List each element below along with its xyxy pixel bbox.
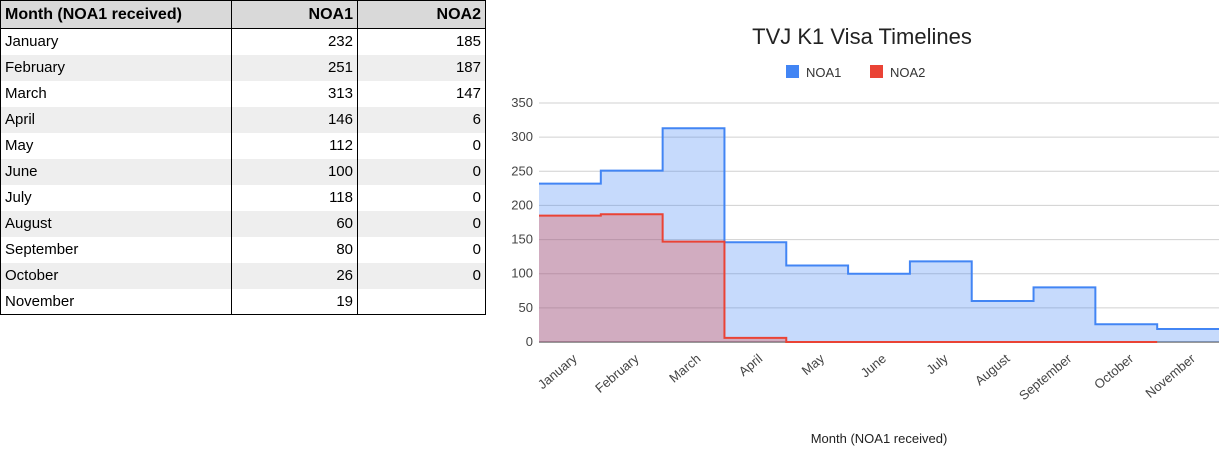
series-line-noa1: [539, 127, 1219, 331]
cell-noa1[interactable]: 112: [231, 132, 358, 159]
cell-noa2[interactable]: 6: [357, 106, 486, 133]
cell-noa1[interactable]: 146: [231, 106, 358, 133]
cell-noa1[interactable]: 80: [231, 236, 358, 263]
cell-noa1[interactable]: 118: [231, 184, 358, 211]
legend-swatch-noa2: [870, 65, 883, 78]
cell-noa2[interactable]: 0: [357, 262, 486, 289]
cell-month[interactable]: August: [0, 210, 232, 237]
y-axis-ticks: 0 50 100 150 200 250 300 350: [511, 95, 533, 349]
cell-month[interactable]: June: [0, 158, 232, 185]
cell-noa2[interactable]: 0: [357, 158, 486, 185]
cell-noa1[interactable]: 26: [231, 262, 358, 289]
x-tick-label: April: [736, 351, 766, 379]
x-tick-label: June: [858, 351, 889, 381]
cell-month[interactable]: January: [0, 28, 232, 55]
x-tick-label: May: [799, 350, 828, 378]
chart-title: TVJ K1 Visa Timelines: [752, 24, 972, 49]
table-row: February 251 187: [0, 54, 486, 81]
table-row: November 19: [0, 288, 486, 315]
step-area-chart: TVJ K1 Visa Timelines NOA1 NOA2 0 50 100 150…: [511, 24, 1219, 446]
cell-noa1[interactable]: 232: [231, 28, 358, 55]
x-axis-label: Month (NOA1 received): [811, 431, 948, 446]
table-row: May 112 0: [0, 132, 486, 159]
cell-noa2[interactable]: 0: [357, 184, 486, 211]
cell-month[interactable]: April: [0, 106, 232, 133]
chart-series: [539, 127, 1219, 343]
x-tick-label: October: [1091, 350, 1137, 392]
cell-noa2[interactable]: 0: [357, 210, 486, 237]
table-row: October 26 0: [0, 262, 486, 289]
legend-label-noa1[interactable]: NOA1: [806, 65, 841, 80]
legend-label-noa2[interactable]: NOA2: [890, 65, 925, 80]
y-tick-label: 250: [511, 163, 533, 178]
data-table: Month (NOA1 received) NOA1 NOA2 January 2…: [0, 0, 486, 315]
x-tick-label: January: [535, 350, 580, 392]
table-row: March 313 147: [0, 80, 486, 107]
x-tick-label: July: [923, 350, 951, 377]
table-row: August 60 0: [0, 210, 486, 237]
header-month[interactable]: Month (NOA1 received): [0, 0, 232, 29]
x-axis-ticks: January February March April May June July Augu…: [535, 350, 1199, 403]
y-tick-label: 350: [511, 95, 533, 110]
cell-month[interactable]: July: [0, 184, 232, 211]
cell-noa1[interactable]: 251: [231, 54, 358, 81]
x-tick-label: September: [1016, 350, 1075, 403]
cell-month[interactable]: February: [0, 54, 232, 81]
series-line-noa2: [539, 213, 1158, 343]
cell-noa2[interactable]: 185: [357, 28, 486, 55]
cell-month[interactable]: November: [0, 288, 232, 315]
y-tick-label: 200: [511, 197, 533, 212]
cell-noa1[interactable]: 313: [231, 80, 358, 107]
y-tick-label: 0: [526, 334, 533, 349]
table-row: April 146 6: [0, 106, 486, 133]
cell-noa1[interactable]: 100: [231, 158, 358, 185]
table-row: July 118 0: [0, 184, 486, 211]
y-tick-label: 150: [511, 232, 533, 247]
y-tick-label: 50: [519, 300, 533, 315]
x-tick-label: August: [972, 351, 1013, 389]
cell-month[interactable]: September: [0, 236, 232, 263]
cell-noa2[interactable]: 147: [357, 80, 486, 107]
cell-noa2[interactable]: 0: [357, 132, 486, 159]
x-tick-label: November: [1142, 350, 1198, 400]
cell-month[interactable]: May: [0, 132, 232, 159]
table-row: January 232 185: [0, 28, 486, 55]
y-tick-label: 300: [511, 129, 533, 144]
cell-noa2[interactable]: 0: [357, 236, 486, 263]
table-row: September 80 0: [0, 236, 486, 263]
cell-noa1[interactable]: 60: [231, 210, 358, 237]
legend-swatch-noa1: [786, 65, 799, 78]
table-row: June 100 0: [0, 158, 486, 185]
x-tick-label: March: [666, 351, 703, 386]
table-header-row: Month (NOA1 received) NOA1 NOA2: [0, 0, 486, 29]
header-noa1[interactable]: NOA1: [231, 0, 358, 29]
series-area-noa2: [539, 214, 1158, 342]
x-tick-label: February: [592, 350, 642, 395]
cell-noa2[interactable]: 187: [357, 54, 486, 81]
cell-noa1[interactable]: 19: [231, 288, 358, 315]
chart-legend: NOA1 NOA2: [786, 65, 925, 80]
cell-noa2[interactable]: [357, 288, 486, 315]
y-tick-label: 100: [511, 266, 533, 281]
series-area-noa1: [539, 128, 1219, 342]
cell-month[interactable]: October: [0, 262, 232, 289]
header-noa2[interactable]: NOA2: [357, 0, 486, 29]
cell-month[interactable]: March: [0, 80, 232, 107]
